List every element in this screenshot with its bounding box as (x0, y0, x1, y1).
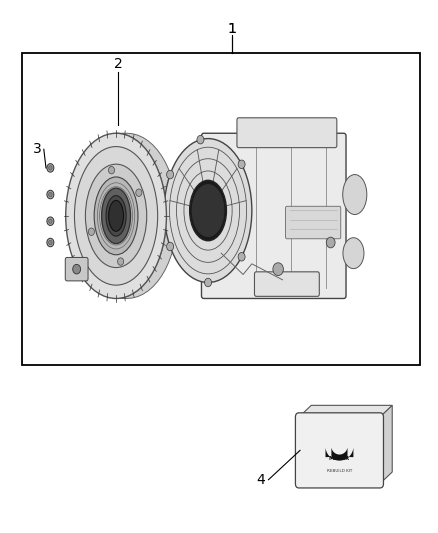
Circle shape (47, 238, 54, 247)
Ellipse shape (192, 184, 224, 237)
Polygon shape (116, 133, 177, 298)
Circle shape (49, 240, 52, 245)
FancyBboxPatch shape (65, 257, 88, 281)
FancyBboxPatch shape (254, 272, 319, 296)
Circle shape (109, 166, 115, 174)
Ellipse shape (164, 139, 252, 282)
Text: REBUILD KIT: REBUILD KIT (327, 469, 352, 473)
Circle shape (197, 135, 204, 144)
Circle shape (47, 190, 54, 199)
Text: 1: 1 (228, 22, 237, 36)
Circle shape (49, 166, 52, 170)
Text: MOPAR: MOPAR (329, 456, 350, 462)
Ellipse shape (102, 188, 131, 244)
Circle shape (238, 160, 245, 168)
Ellipse shape (109, 200, 124, 231)
FancyBboxPatch shape (237, 118, 337, 148)
Ellipse shape (106, 196, 126, 236)
Ellipse shape (74, 147, 158, 285)
Circle shape (326, 237, 335, 248)
Circle shape (49, 192, 52, 197)
Ellipse shape (66, 133, 166, 298)
Ellipse shape (190, 180, 226, 241)
FancyBboxPatch shape (295, 413, 384, 488)
FancyBboxPatch shape (201, 133, 346, 298)
Circle shape (47, 217, 54, 225)
Circle shape (117, 258, 124, 265)
Circle shape (166, 242, 173, 251)
Circle shape (73, 264, 81, 274)
Ellipse shape (343, 175, 367, 215)
Text: 4: 4 (256, 473, 265, 487)
Ellipse shape (94, 177, 138, 255)
Polygon shape (380, 405, 392, 484)
Polygon shape (325, 447, 353, 461)
Bar (22, 53, 420, 365)
Circle shape (49, 219, 52, 223)
Polygon shape (299, 405, 392, 417)
Text: 2: 2 (114, 57, 123, 71)
Circle shape (273, 263, 283, 276)
Circle shape (205, 278, 212, 287)
Text: 3: 3 (33, 142, 42, 156)
Circle shape (47, 164, 54, 172)
Circle shape (238, 253, 245, 261)
Circle shape (166, 171, 173, 179)
Ellipse shape (85, 164, 147, 268)
FancyBboxPatch shape (286, 206, 341, 239)
Ellipse shape (343, 238, 364, 269)
Text: 1: 1 (228, 22, 237, 36)
Circle shape (88, 228, 95, 236)
Circle shape (136, 189, 142, 197)
